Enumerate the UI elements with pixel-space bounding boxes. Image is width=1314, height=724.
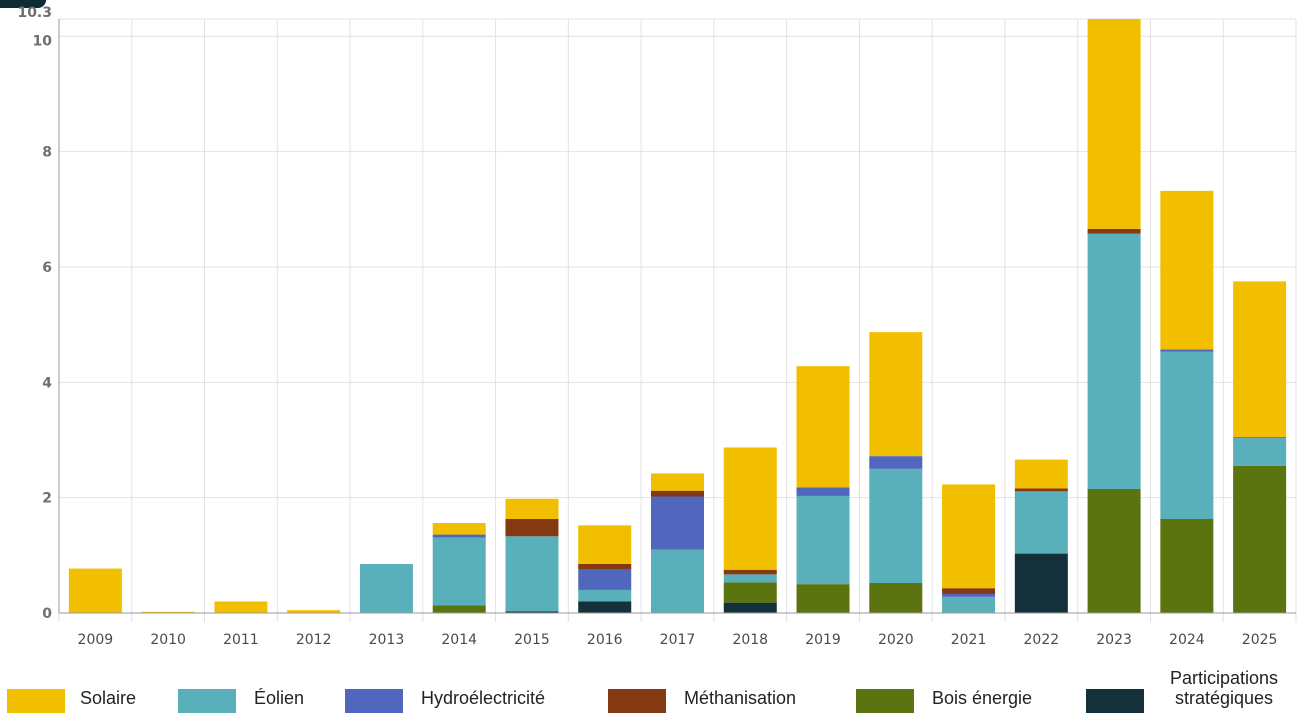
bar-segment[interactable] xyxy=(578,525,632,564)
x-axis-ticks: 2009 2010 2011 2012 2013 2014 2015 2016 2017 2018… xyxy=(78,632,1278,648)
bar-segment[interactable] xyxy=(651,549,704,613)
bar-segment[interactable] xyxy=(723,447,777,570)
y-tick-label: 10 xyxy=(33,33,53,49)
bar-segment[interactable] xyxy=(505,536,559,612)
bar-segment[interactable] xyxy=(942,588,996,594)
bar-segment[interactable] xyxy=(869,583,923,613)
bar-segment[interactable] xyxy=(214,601,268,613)
bar-segment[interactable] xyxy=(1087,489,1141,613)
bar-segment[interactable] xyxy=(432,537,486,606)
bar-segment[interactable] xyxy=(723,574,777,583)
y-tick-label: 6 xyxy=(42,260,52,276)
bar-segment[interactable] xyxy=(1014,553,1068,613)
bar-segment[interactable] xyxy=(942,596,996,613)
bar-segment[interactable] xyxy=(287,610,341,613)
x-tick-label: 2017 xyxy=(660,632,696,648)
legend: Solaire Éolien Hydroélectricité Méthanisati… xyxy=(0,668,1314,724)
bar-segment[interactable] xyxy=(1160,351,1214,519)
bar-segment[interactable] xyxy=(869,456,923,469)
bar-segment[interactable] xyxy=(1014,488,1068,492)
bar-segment[interactable] xyxy=(578,601,632,613)
bar-segment[interactable] xyxy=(359,563,413,613)
bar-segment[interactable] xyxy=(432,523,486,535)
legend-label: Bois énergie xyxy=(932,688,1033,708)
bar-segment[interactable] xyxy=(1087,228,1141,234)
legend-label: Hydroélectricité xyxy=(421,688,546,708)
bar-segment[interactable] xyxy=(796,495,850,585)
x-tick-label: 2025 xyxy=(1242,632,1278,648)
legend-swatch xyxy=(7,689,65,713)
bar-segment[interactable] xyxy=(1160,190,1214,350)
x-tick-label: 2010 xyxy=(150,632,186,648)
y-tick-label: 2 xyxy=(42,491,52,507)
bar-segment[interactable] xyxy=(68,568,122,613)
bar-segment[interactable] xyxy=(723,582,777,603)
bar-segment[interactable] xyxy=(1233,438,1287,466)
bar-segment[interactable] xyxy=(796,584,850,613)
x-tick-label: 2015 xyxy=(514,632,550,648)
bar-segment[interactable] xyxy=(1233,281,1287,438)
bar-segment[interactable] xyxy=(505,611,559,613)
bar-segment[interactable] xyxy=(505,518,559,537)
x-tick-label: 2018 xyxy=(732,632,768,648)
corner-badge xyxy=(0,0,46,8)
bar-segment[interactable] xyxy=(651,496,704,550)
x-tick-label: 2023 xyxy=(1096,632,1132,648)
bar-segment[interactable] xyxy=(1233,437,1287,439)
x-tick-label: 2009 xyxy=(78,632,114,648)
legend-swatch xyxy=(345,689,403,713)
bar-segment[interactable] xyxy=(796,366,850,488)
legend-label: Participations stratégiques xyxy=(1169,668,1279,708)
bar-segment[interactable] xyxy=(1160,518,1214,613)
bar-segment[interactable] xyxy=(1014,459,1068,489)
bar-segment[interactable] xyxy=(1014,491,1068,554)
legend-swatch xyxy=(1086,689,1144,713)
bar-segment[interactable] xyxy=(1160,349,1214,352)
bar-segment[interactable] xyxy=(796,487,850,496)
x-tick-label: 2011 xyxy=(223,632,259,648)
bar-segment[interactable] xyxy=(942,484,996,589)
legend-label: Méthanisation xyxy=(684,688,797,708)
legend-swatch xyxy=(856,689,914,713)
bar-segment[interactable] xyxy=(432,534,486,538)
x-tick-label: 2024 xyxy=(1169,632,1205,648)
axes xyxy=(58,19,1296,614)
y-tick-label: 4 xyxy=(42,375,52,391)
bar-segment[interactable] xyxy=(723,569,777,575)
x-tick-label: 2019 xyxy=(805,632,841,648)
legend-swatch xyxy=(608,689,666,713)
y-tick-label: 10.3 xyxy=(17,5,52,21)
bar-segment[interactable] xyxy=(869,468,923,584)
x-tick-label: 2021 xyxy=(951,632,987,648)
bar-segment[interactable] xyxy=(723,602,777,613)
y-tick-label: 8 xyxy=(42,145,52,161)
x-tick-label: 2014 xyxy=(441,632,477,648)
x-tick-label: 2012 xyxy=(296,632,332,648)
bar-segment[interactable] xyxy=(1087,19,1141,229)
legend-swatch xyxy=(178,689,236,713)
bar-segment[interactable] xyxy=(869,332,923,457)
bar-segment[interactable] xyxy=(651,490,704,497)
bar-segment[interactable] xyxy=(432,605,486,613)
bar-segment[interactable] xyxy=(942,593,996,597)
legend-label: Éolien xyxy=(254,688,305,708)
bar-segment[interactable] xyxy=(578,589,632,602)
x-tick-label: 2016 xyxy=(587,632,623,648)
x-tick-label: 2013 xyxy=(369,632,405,648)
x-tick-label: 2022 xyxy=(1024,632,1060,648)
legend-label: Solaire xyxy=(80,688,137,708)
bar-segment[interactable] xyxy=(1087,233,1141,490)
bar-segment[interactable] xyxy=(141,611,195,613)
bars xyxy=(68,19,1287,613)
bar-segment[interactable] xyxy=(578,569,632,590)
x-tick-label: 2020 xyxy=(878,632,914,648)
bar-segment[interactable] xyxy=(578,563,632,570)
y-axis-ticks: 0 2 4 6 8 10 10.3 xyxy=(17,5,52,622)
bar-segment[interactable] xyxy=(651,473,704,491)
y-tick-label: 0 xyxy=(42,606,52,622)
bar-segment[interactable] xyxy=(1233,465,1287,613)
bar-segment[interactable] xyxy=(505,498,559,519)
